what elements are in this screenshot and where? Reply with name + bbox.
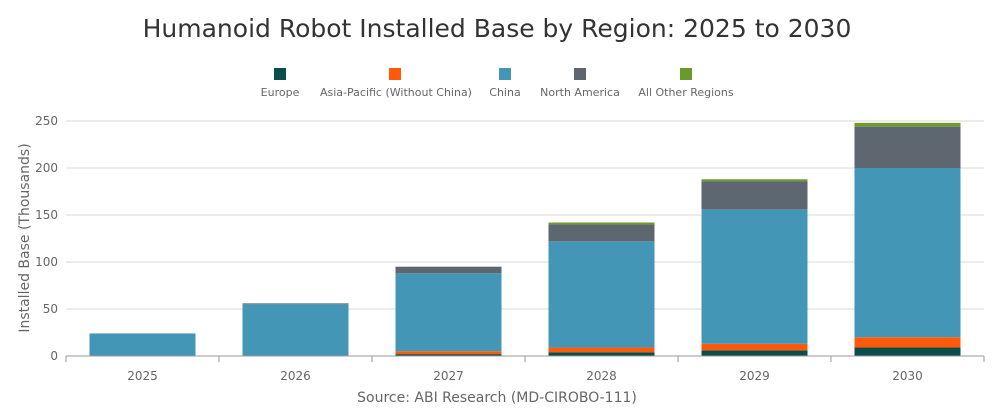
- legend-label-all-other-regions: All Other Regions: [638, 86, 734, 99]
- bar-segment-asia-pacific: [548, 347, 655, 353]
- legend-label-europe: Europe: [260, 86, 300, 99]
- x-tick-label: 2028: [586, 369, 617, 383]
- bar-segment-north-america: [395, 266, 502, 274]
- bar-segment-north-america: [548, 224, 655, 242]
- legend-swatch-all-other-regions: [680, 68, 692, 80]
- bar-segment-china: [395, 273, 502, 352]
- y-tick-label: 0: [50, 349, 58, 363]
- x-tick-label: 2026: [280, 369, 311, 383]
- bar-segment-north-america: [242, 303, 349, 305]
- x-tick-label: 2030: [892, 369, 923, 383]
- bar-segment-europe: [548, 352, 655, 356]
- bar-segment-asia-pacific: [854, 337, 961, 348]
- legend-swatch-north-america: [574, 68, 586, 80]
- bar-segment-all-other-regions: [548, 222, 655, 225]
- legend-label-north-america: North America: [540, 86, 620, 99]
- y-tick-label: 200: [35, 161, 58, 175]
- legend-item-china[interactable]: China: [485, 68, 525, 99]
- legend: Europe Asia-Pacific (Without China) Chin…: [0, 68, 994, 108]
- bar-segment-north-america: [701, 181, 808, 210]
- legend-swatch-asia-pacific: [389, 68, 401, 80]
- source-caption: Source: ABI Research (MD-CIROBO-111): [357, 390, 637, 406]
- legend-label-china: China: [489, 86, 521, 99]
- bar-segment-asia-pacific: [701, 343, 808, 351]
- legend-item-all-other-regions[interactable]: All Other Regions: [638, 68, 734, 99]
- bar-segment-europe: [395, 354, 502, 356]
- bar-segment-china: [242, 304, 349, 356]
- bar-segment-all-other-regions: [854, 122, 961, 127]
- bar-segment-china: [854, 168, 961, 338]
- x-tick-label: 2027: [433, 369, 464, 383]
- bar-segment-china: [548, 241, 655, 348]
- y-tick-label: 100: [35, 255, 58, 269]
- bar-segment-europe: [854, 347, 961, 356]
- y-tick-label: 50: [43, 302, 58, 316]
- bar-segment-europe: [701, 350, 808, 356]
- legend-item-europe[interactable]: Europe: [258, 68, 302, 99]
- legend-swatch-europe: [274, 68, 286, 80]
- bar-segment-asia-pacific: [395, 351, 502, 355]
- x-tick-label: 2025: [127, 369, 158, 383]
- y-tick-label: 250: [35, 114, 58, 128]
- chart-title: Humanoid Robot Installed Base by Region:…: [142, 14, 852, 43]
- bar-segment-china: [701, 209, 808, 344]
- legend-item-asia-pacific[interactable]: Asia-Pacific (Without China): [320, 68, 472, 99]
- bar-segment-north-america: [854, 126, 961, 168]
- legend-label-asia-pacific: Asia-Pacific (Without China): [320, 86, 472, 99]
- x-tick-label: 2029: [739, 369, 770, 383]
- y-tick-label: 150: [35, 208, 58, 222]
- bar-segment-china: [89, 333, 196, 356]
- bar-segment-all-other-regions: [701, 179, 808, 182]
- legend-swatch-china: [499, 68, 511, 80]
- legend-item-north-america[interactable]: North America: [538, 68, 622, 99]
